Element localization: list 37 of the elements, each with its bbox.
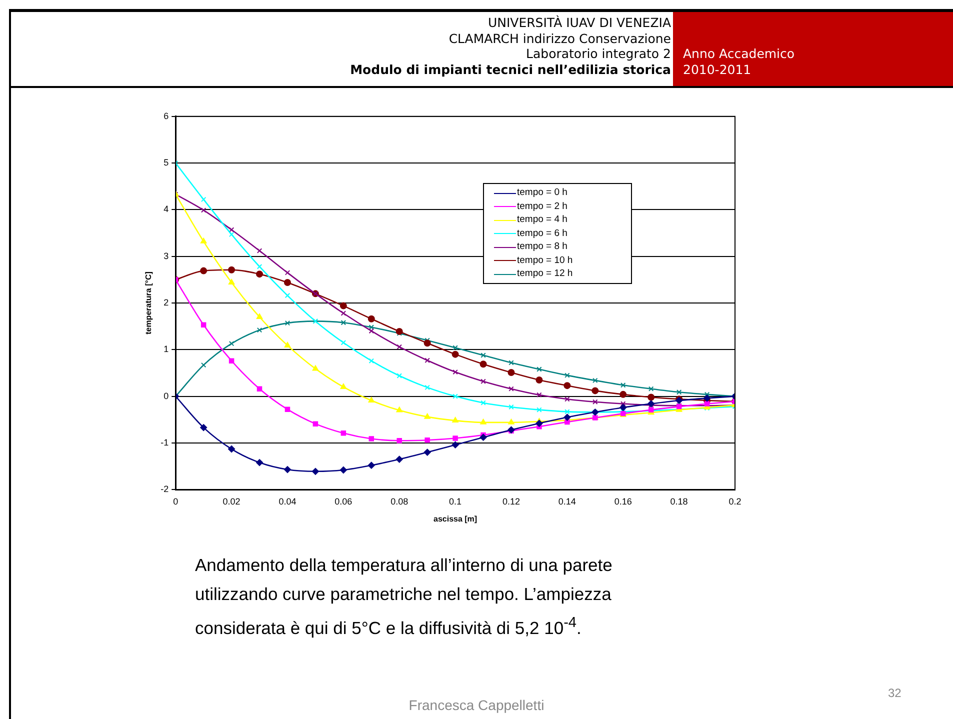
- x-tick-label: 0.12: [502, 496, 520, 506]
- y-tick-label: 1: [164, 344, 169, 354]
- text: 32: [888, 686, 902, 700]
- text: UNIVERSITÀ IUAV DI VENEZIA: [486, 15, 671, 30]
- y-tick-label: -2: [160, 484, 169, 494]
- legend-label: tempo = 2 h: [516, 200, 568, 213]
- legend-label: tempo = 8 h: [516, 240, 568, 254]
- header-block: Anno Accademico 2010-2011: [673, 12, 953, 87]
- y-tick-label: 5: [164, 158, 169, 168]
- legend-label: tempo = 12 h: [516, 267, 574, 280]
- x-tick-label: 0.18: [670, 496, 688, 506]
- text: Laboratorio integrato 2: [525, 46, 671, 62]
- x-tick-label: 0.02: [222, 496, 240, 506]
- x-tick-label: 0.08: [390, 496, 408, 506]
- legend-label: tempo = 10 h: [516, 254, 574, 267]
- x-tick-label: 0.16: [614, 496, 632, 506]
- y-tick-label: 4: [164, 204, 169, 214]
- y-tick-label: -1: [160, 437, 169, 448]
- text: Modulo di impianti tecnici nell’edilizia storica: [349, 62, 671, 77]
- x-tick-label: 0.04: [278, 496, 296, 506]
- x-tick-label: 0: [173, 496, 178, 506]
- legend-label: tempo = 6 h: [516, 226, 568, 240]
- text: Andamento della temperatura all’interno di una parete utilizzando curve parametriche nel tempo. L’ampiezza considerata è qui di 5°C e la diffusività di 5,2 10$^{-4}$.: [195, 554, 614, 640]
- x-tick-label: 0.2: [728, 496, 742, 506]
- x-tick-label: 0.1: [449, 496, 462, 506]
- y-tick-label: 6: [164, 110, 169, 121]
- legend-label: tempo = 4 h: [516, 213, 568, 226]
- x-tick-label: 0.06: [334, 496, 352, 506]
- y-tick-label: 0: [164, 390, 169, 401]
- x-tick-label: 0.14: [558, 496, 576, 506]
- y-tick-label: 3: [164, 250, 169, 261]
- x-axis-title: ascissa [m]: [434, 514, 478, 524]
- y-tick-label: 2: [164, 297, 169, 308]
- legend-label: tempo = 0 h: [516, 186, 568, 200]
- y-axis-title: temperatura [°C]: [144, 271, 154, 334]
- text: CLAMARCH indirizzo Conservazione: [448, 30, 671, 46]
- text: Francesca Cappelletti: [408, 697, 544, 713]
